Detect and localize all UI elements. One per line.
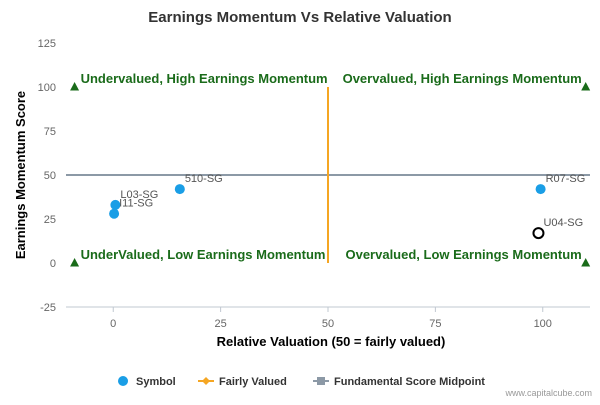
- plot-area: -25 0 25 50 75 100 125 0 25 50 75 100 Undervalued, H…: [38, 38, 591, 330]
- legend-item-midpoint[interactable]: Fundamental Score Midpoint: [313, 376, 485, 388]
- legend: Symbol Fairly Valued Fundamental Score M…: [118, 376, 485, 388]
- quadrant-label-top-right: Overvalued, High Earnings Momentum: [343, 71, 582, 86]
- data-point: [174, 184, 185, 195]
- credit-text: www.capitalcube.com: [504, 388, 592, 398]
- data-point-label: U04-SG: [543, 217, 583, 229]
- corner-marker: [581, 82, 591, 91]
- quadrant-label-bottom-left: UnderValued, Low Earnings Momentum: [81, 247, 326, 262]
- x-tick-label: 50: [322, 318, 334, 330]
- data-point: [535, 184, 546, 195]
- data-point-label: R07-SG: [546, 173, 586, 185]
- data-point-label: 510-SG: [185, 173, 223, 185]
- y-tick-label: 50: [44, 170, 56, 182]
- y-tick-label: 0: [50, 258, 56, 270]
- x-tick-label: 25: [214, 318, 226, 330]
- y-tick-label: 125: [38, 38, 56, 50]
- corner-marker: [581, 258, 591, 267]
- data-point: [109, 208, 120, 219]
- data-point: [110, 199, 121, 210]
- y-tick-label: -25: [40, 302, 56, 314]
- legend-fairly-valued-label: Fairly Valued: [219, 376, 287, 388]
- x-tick-label: 0: [110, 318, 116, 330]
- x-axis-title: Relative Valuation (50 = fairly valued): [217, 334, 446, 349]
- x-tick-label: 75: [429, 318, 441, 330]
- quadrant-label-top-left: Undervalued, High Earnings Momentum: [81, 71, 328, 86]
- y-axis-title: Earnings Momentum Score: [13, 91, 28, 259]
- legend-item-fairly-valued[interactable]: Fairly Valued: [198, 376, 287, 388]
- y-tick-label: 75: [44, 126, 56, 138]
- corner-marker: [70, 258, 80, 267]
- quadrant-label-bottom-right: Overvalued, Low Earnings Momentum: [345, 247, 581, 262]
- legend-symbol-marker: [118, 376, 128, 386]
- x-tick-label: 100: [534, 318, 552, 330]
- chart-title: Earnings Momentum Vs Relative Valuation: [148, 9, 451, 26]
- corner-marker: [70, 82, 80, 91]
- data-point: [532, 227, 545, 240]
- data-point-label: I11-SG: [119, 198, 153, 210]
- legend-midpoint-label: Fundamental Score Midpoint: [334, 376, 485, 388]
- legend-fairly-valued-diamond: [202, 377, 210, 385]
- data-point-label: L03-SG: [120, 189, 158, 201]
- legend-midpoint-square: [317, 377, 325, 385]
- legend-item-symbol[interactable]: Symbol: [118, 376, 176, 388]
- y-tick-label: 25: [44, 214, 56, 226]
- y-tick-label: 100: [38, 82, 56, 94]
- legend-symbol-label: Symbol: [136, 376, 176, 388]
